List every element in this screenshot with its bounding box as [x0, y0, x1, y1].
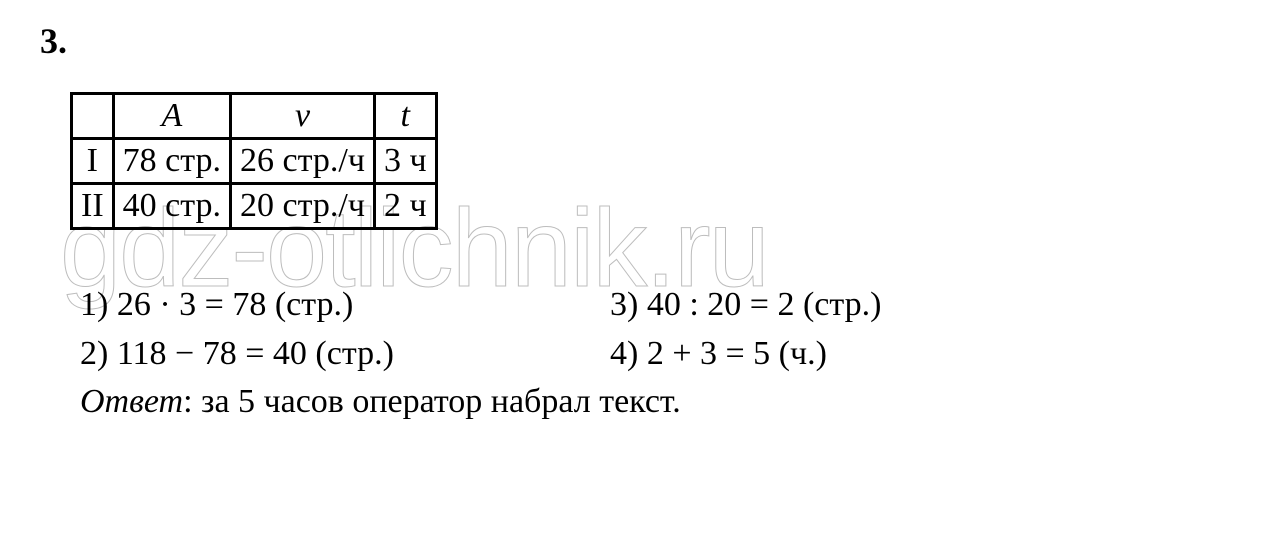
answer-label: Ответ [80, 383, 183, 420]
cell-v-1: 26 стр./ч [231, 139, 375, 184]
col-v: v [231, 94, 375, 139]
cell-A-2: 40 стр. [113, 184, 230, 229]
table-row: II 40 стр. 20 стр./ч 2 ч [72, 184, 437, 229]
table-header-row: A v t [72, 94, 437, 139]
calculations: 1) 26 · 3 = 78 (стр.) 3) 40 : 20 = 2 (ст… [80, 280, 1231, 379]
col-blank [72, 94, 114, 139]
answer-text: : за 5 часов оператор набрал текст. [183, 383, 681, 420]
col-A: A [113, 94, 230, 139]
cell-v-2: 20 стр./ч [231, 184, 375, 229]
calc-3: 3) 40 : 20 = 2 (стр.) [610, 280, 1231, 329]
problem-number: 3. [40, 20, 1231, 62]
cell-A-1: 78 стр. [113, 139, 230, 184]
calc-row: 2) 118 − 78 = 40 (стр.) 4) 2 + 3 = 5 (ч.… [80, 329, 1231, 378]
calc-row: 1) 26 · 3 = 78 (стр.) 3) 40 : 20 = 2 (ст… [80, 280, 1231, 329]
calc-4: 4) 2 + 3 = 5 (ч.) [610, 329, 1231, 378]
cell-t-1: 3 ч [374, 139, 436, 184]
row-label-1: I [72, 139, 114, 184]
data-table-wrap: A v t I 78 стр. 26 стр./ч 3 ч II 40 стр.… [70, 92, 1231, 230]
answer-line: Ответ: за 5 часов оператор набрал текст. [80, 383, 1231, 421]
table-row: I 78 стр. 26 стр./ч 3 ч [72, 139, 437, 184]
cell-t-2: 2 ч [374, 184, 436, 229]
data-table: A v t I 78 стр. 26 стр./ч 3 ч II 40 стр.… [70, 92, 438, 230]
page: 3. A v t I 78 стр. 26 стр./ч 3 ч II 40 с… [0, 0, 1271, 441]
calc-2: 2) 118 − 78 = 40 (стр.) [80, 329, 610, 378]
calc-1: 1) 26 · 3 = 78 (стр.) [80, 280, 610, 329]
row-label-2: II [72, 184, 114, 229]
col-t: t [374, 94, 436, 139]
